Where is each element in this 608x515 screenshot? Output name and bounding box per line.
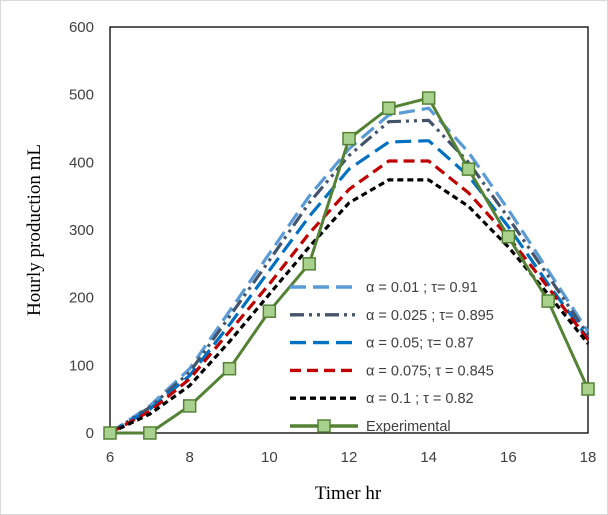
series-line-1 [109, 118, 590, 435]
series-line-2 [109, 139, 590, 435]
legend: α = 0.01 ; τ= 0.91 α = 0.025 ; τ= 0.895 α … [290, 280, 494, 435]
data-point-marker [262, 304, 277, 318]
y-tick-label: 200 [69, 290, 94, 307]
data-point-marker [581, 382, 595, 396]
data-point-marker [182, 399, 197, 413]
x-tick-label: 18 [580, 449, 597, 466]
legend-label-1: α = 0.025 ; τ= 0.895 [366, 308, 494, 324]
series-lines [103, 91, 595, 440]
x-tick-label: 16 [500, 449, 517, 466]
series-line-3 [109, 159, 590, 435]
y-tick-label: 300 [69, 222, 94, 239]
data-point-marker [342, 131, 356, 146]
x-axis-title: Timer hr [315, 483, 382, 504]
legend-label-2: α = 0.05; τ= 0.87 [366, 336, 474, 352]
y-tick-label: 500 [69, 87, 94, 104]
x-tick-label: 6 [106, 449, 114, 466]
y-tick-label: 400 [69, 154, 94, 171]
legend-label-0: α = 0.01 ; τ= 0.91 [366, 280, 478, 296]
series-line-4 [109, 178, 590, 435]
y-tick-labels: 0 100 200 300 400 500 600 [69, 19, 94, 442]
plot-area [109, 26, 589, 434]
data-point-marker [143, 426, 157, 440]
x-tick-labels: 6 8 10 12 14 16 18 [106, 449, 597, 466]
data-point-marker [302, 257, 316, 271]
x-tick-label: 8 [185, 449, 193, 466]
data-point-marker [541, 294, 555, 308]
data-point-marker [382, 101, 396, 115]
y-tick-label: 100 [69, 357, 94, 374]
x-tick-label: 12 [341, 449, 358, 466]
data-point-marker [222, 361, 237, 376]
legend-label-3: α = 0.075; τ = 0.845 [366, 363, 494, 379]
legend-marker [317, 419, 331, 433]
y-axis-title: Hourly production mL [24, 144, 45, 316]
data-point-marker [461, 162, 476, 176]
x-tick-label: 14 [420, 449, 437, 466]
legend-label-4: α = 0.1 ; τ = 0.82 [366, 391, 474, 407]
series-line-0 [109, 106, 590, 435]
y-tick-label: 600 [69, 19, 94, 36]
y-tick-label: 0 [86, 425, 94, 442]
data-point-marker [501, 230, 516, 244]
legend-label-5: Experimental [366, 419, 451, 435]
data-point-marker [103, 426, 117, 440]
x-tick-label: 10 [261, 449, 278, 466]
data-point-marker [421, 91, 436, 105]
